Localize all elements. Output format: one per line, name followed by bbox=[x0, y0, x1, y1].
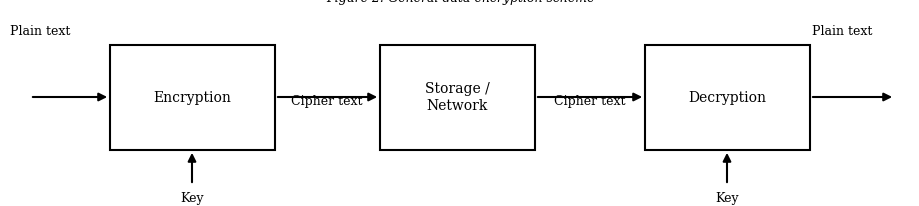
Bar bbox=[110, 45, 275, 150]
Text: Decryption: Decryption bbox=[687, 90, 766, 104]
Text: Key: Key bbox=[180, 192, 204, 205]
Bar bbox=[644, 45, 809, 150]
Text: Plain text: Plain text bbox=[811, 25, 871, 38]
Text: Cipher text: Cipher text bbox=[553, 95, 625, 108]
Text: Storage /
Network: Storage / Network bbox=[425, 82, 489, 113]
Text: Key: Key bbox=[714, 192, 738, 205]
Text: Encryption: Encryption bbox=[153, 90, 232, 104]
Text: Cipher text: Cipher text bbox=[291, 95, 362, 108]
Text: Plain text: Plain text bbox=[10, 25, 70, 38]
Text: Figure 2: General data encryption scheme: Figure 2: General data encryption scheme bbox=[325, 0, 594, 5]
Bar bbox=[380, 45, 535, 150]
